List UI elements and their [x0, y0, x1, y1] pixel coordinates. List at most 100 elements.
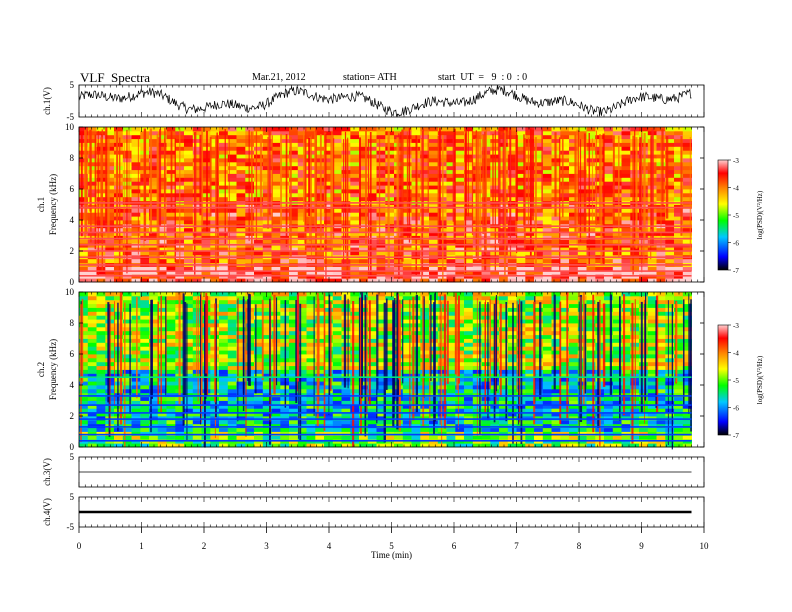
spectro-cell [87, 227, 97, 233]
spectro-cell [289, 350, 299, 355]
spectro-cell [306, 258, 316, 264]
spectro-cell [96, 350, 106, 355]
spectro-cell [192, 173, 202, 178]
spectro-cell [604, 239, 614, 244]
spectro-cell [306, 435, 316, 440]
spectro-cell [219, 239, 229, 244]
spectro-cell [674, 381, 684, 386]
spectro-cell [394, 404, 404, 409]
spectro-cell [254, 443, 264, 448]
spectro-cell [577, 134, 587, 140]
spectro-cell [87, 204, 97, 209]
spectro-cell [166, 235, 176, 240]
spectro-cell [306, 127, 316, 132]
spectro-cell [254, 127, 264, 132]
spectro-cell [665, 369, 675, 374]
spectro-cell [437, 435, 447, 440]
spectro-cell [332, 396, 342, 401]
spectro-cell [87, 427, 97, 432]
spectro-cell [420, 361, 430, 367]
spectro-cell [464, 231, 474, 236]
spectro-line [79, 270, 692, 272]
spectro-cell [402, 385, 412, 390]
spectro-cell [604, 427, 614, 432]
spectro-cell [499, 369, 509, 374]
spectro-cell [420, 227, 430, 233]
spectro-cell [96, 239, 106, 244]
spectro-cell [219, 373, 229, 378]
spectro-cell [420, 270, 430, 275]
spectro-cell [236, 158, 246, 163]
spectro-cell [219, 365, 229, 370]
spectro-cell [481, 431, 491, 436]
spectro-streak [467, 129, 469, 217]
spectro-cell [367, 150, 377, 155]
spectro-cell [472, 266, 482, 271]
spectro-cell [192, 169, 202, 174]
spectro-cell [227, 400, 237, 405]
spectro-cell [219, 220, 229, 225]
spectro-cell [87, 189, 97, 194]
spectro-cell [542, 361, 552, 367]
spectro-cell [96, 334, 106, 339]
spectro-cell [665, 169, 675, 174]
spectro-cell [332, 373, 342, 378]
spectro-cell [306, 158, 316, 163]
spectro-cell [227, 266, 237, 271]
spectro-cell [332, 423, 342, 429]
spectro-cell [87, 134, 97, 140]
spectro-cell [350, 377, 360, 382]
spectro-cell [525, 127, 535, 132]
spectro-cell [114, 251, 124, 256]
spectro-cell [297, 354, 307, 359]
spectro-cell [621, 338, 631, 343]
spectro-cell [446, 361, 456, 367]
spectro-cell [359, 404, 369, 409]
spectro-cell [297, 231, 307, 236]
spectro-cell [341, 365, 351, 370]
spectro-cell [254, 392, 264, 398]
spectro-streak [251, 131, 253, 270]
spectro-cell [551, 443, 561, 448]
spectro-cell [350, 185, 360, 190]
spectro-cell [656, 251, 666, 256]
spectro-cell [525, 361, 535, 367]
spectro-cell [639, 381, 649, 386]
spectro-cell [542, 354, 552, 359]
spectro-cell [332, 127, 342, 132]
spectro-cell [621, 165, 631, 171]
spectro-cell [534, 357, 544, 363]
spectro-cell [324, 227, 334, 233]
spectro-cell [376, 196, 386, 202]
spectro-cell [429, 127, 439, 132]
spectro-cell [350, 146, 360, 151]
spectro-cell [682, 189, 692, 194]
spectro-cell [560, 177, 570, 182]
spectro-streak [401, 129, 404, 262]
spectro-cell [376, 431, 386, 436]
spectro-cell [577, 412, 587, 417]
spectro-cell [525, 357, 535, 363]
spectro-cell [297, 192, 307, 198]
spectro-cell [682, 357, 692, 363]
spectro-cell [149, 423, 159, 429]
spectro-cell [551, 381, 561, 386]
spectro-cell [350, 161, 360, 167]
spectro-cell [542, 192, 552, 198]
spectro-cell [367, 419, 377, 425]
spectro-cell [350, 227, 360, 233]
spectro-cell [621, 142, 631, 147]
spectro-cell [219, 361, 229, 367]
spectro-cell [604, 396, 614, 401]
spectro-cell [306, 173, 316, 178]
spectro-cell [455, 134, 465, 140]
spectro-cell [612, 247, 622, 252]
spectro-cell [184, 138, 194, 143]
spectro-cell [271, 278, 281, 283]
spectro-cell [105, 130, 115, 136]
spectro-streak [689, 137, 691, 259]
spectro-cell [201, 416, 211, 421]
spectro-cell [446, 134, 456, 140]
spectro-cell [289, 192, 299, 198]
spectro-cell [455, 220, 465, 225]
